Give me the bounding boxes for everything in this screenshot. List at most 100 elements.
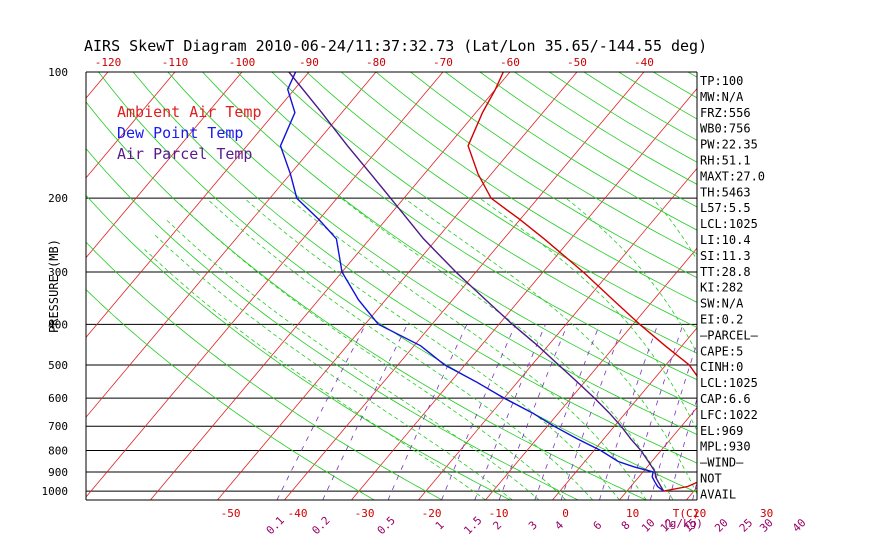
- dry-adiabat-line: [723, 72, 870, 500]
- mixing-ratio-line: [441, 324, 516, 500]
- isotherm-line: [86, 72, 243, 259]
- index-value: MPL:930: [700, 440, 751, 454]
- index-value: —PARCEL—: [700, 328, 759, 342]
- bottom-temp-tick-label: 20: [693, 507, 706, 520]
- mixing-ratio-tick-label: 1.5: [461, 514, 484, 537]
- index-value: LI:10.4: [700, 233, 751, 247]
- index-value: CINH:0: [700, 360, 743, 374]
- top-temp-tick-label: -120: [95, 56, 122, 69]
- index-value: SW:N/A: [700, 297, 744, 311]
- index-value: PW:22.35: [700, 138, 758, 152]
- mixing-ratio-line: [627, 324, 684, 500]
- mixing-ratio-unit-label: (g/kg): [663, 517, 703, 530]
- bottom-temp-tick-label: -40: [288, 507, 308, 520]
- dry-adiabat-line: [86, 241, 443, 500]
- mixing-ratio-line: [649, 341, 697, 500]
- mixing-ratio-tick-label: 8: [619, 519, 633, 533]
- mixing-ratio-tick-label: 0.2: [309, 514, 332, 537]
- bottom-temp-tick-label: 0: [562, 507, 569, 520]
- top-temp-tick-label: -100: [229, 56, 256, 69]
- chart-legend: Ambient Air Temp Dew Point Temp Air Parcel…: [117, 103, 262, 163]
- bottom-temp-tick-label: -50: [221, 507, 241, 520]
- moist-adiabat-line: [340, 197, 674, 500]
- moist-adiabat-line: [206, 197, 593, 500]
- isotherm-line: [217, 72, 578, 500]
- isotherm-line: [552, 327, 697, 500]
- dry-adiabat-line: [271, 72, 697, 354]
- top-temp-tick-label: -50: [567, 56, 587, 69]
- index-value: TP:100: [700, 74, 743, 88]
- y-axis-label: PRESSURE (MB): [47, 239, 61, 333]
- mixing-ratio-line: [322, 324, 408, 500]
- index-value: AVAIL: [700, 487, 736, 501]
- isotherm-line: [86, 72, 310, 339]
- index-value: —WIND—: [700, 456, 744, 470]
- mixing-ratio-line: [560, 324, 624, 500]
- dry-adiabat-line: [340, 72, 697, 303]
- mixing-ratio-tick-label: 0.1: [264, 514, 287, 537]
- indices-panel: TP:100 MW:N/A FRZ:556 WB0:756 PW:22.35 RH:51.…: [700, 74, 765, 501]
- mixing-ratio-tick-label: 3: [526, 519, 540, 533]
- mixing-ratio-tick-label: 10: [639, 516, 658, 535]
- index-value: EL:969: [700, 424, 743, 438]
- pressure-tick-label: 800: [48, 445, 68, 458]
- mixing-ratio-tick-label: 25: [737, 516, 756, 535]
- dry-adiabat-line: [86, 148, 579, 500]
- pressure-tick-label: 500: [48, 359, 68, 372]
- index-value: EI:0.2: [700, 313, 743, 327]
- isotherm-line: [86, 72, 377, 418]
- series-line: [288, 72, 665, 492]
- pressure-tick-label: 100: [48, 66, 68, 79]
- dry-adiabat-line: [653, 72, 697, 99]
- index-value: FRZ:556: [700, 106, 751, 120]
- dry-adiabat-line: [86, 289, 375, 500]
- chart-title: AIRS SkewT Diagram 2010-06-24/11:37:32.7…: [84, 37, 707, 55]
- mixing-ratio-line: [769, 324, 809, 500]
- series-layer: [279, 72, 697, 492]
- dry-adiabat-line: [792, 72, 870, 500]
- moist-adiabat-line: [404, 197, 697, 495]
- dry-adiabat-line: [86, 101, 647, 500]
- dry-adiabat-line: [410, 72, 697, 255]
- moist-adiabat-line: [244, 197, 620, 500]
- index-value: KI:282: [700, 281, 743, 295]
- bottom-temp-tick-label: -30: [355, 507, 375, 520]
- dry-adiabat-line: [618, 72, 697, 120]
- index-value: TT:28.8: [700, 265, 751, 279]
- moist-adiabat-line: [565, 197, 697, 355]
- mixing-ratio-line: [276, 324, 367, 500]
- bottom-temp-tick-label: 30: [760, 507, 773, 520]
- isotherm-line: [86, 72, 176, 179]
- moist-adiabat-line: [154, 234, 513, 500]
- top-temp-tick-label: -40: [634, 56, 654, 69]
- dry-adiabat-line: [479, 72, 697, 208]
- index-value: TH:5463: [700, 185, 751, 199]
- isotherm-line: [0, 72, 41, 500]
- pressure-tick-label: 300: [48, 266, 68, 279]
- moist-adiabat-line: [165, 219, 540, 500]
- legend-entry: Air Parcel Temp: [117, 145, 252, 163]
- temp-unit-label: T(C): [673, 507, 700, 520]
- pressure-tick-label: 1000: [42, 485, 69, 498]
- index-value: RH:51.1: [700, 154, 751, 168]
- dry-adiabat-line: [86, 194, 511, 500]
- isotherm-line: [820, 72, 870, 500]
- mixing-ratio-tick-label: 20: [712, 516, 731, 535]
- pressure-tick-label: 200: [48, 192, 68, 205]
- index-value: LCL:1025: [700, 376, 758, 390]
- mixing-ratio-line: [474, 324, 546, 500]
- mixing-ratio-tick-label: 4: [552, 518, 566, 532]
- index-value: SI:11.3: [700, 249, 751, 263]
- mixing-ratio-tick-label: 0.5: [375, 514, 398, 537]
- mixing-ratio-line: [387, 324, 468, 500]
- top-temp-tick-label: -80: [366, 56, 386, 69]
- bottom-temp-tick-label: 10: [626, 507, 639, 520]
- mixing-ratio-line: [599, 324, 659, 500]
- mixing-ratio-line: [498, 324, 568, 500]
- isotherm-line: [753, 72, 870, 500]
- series-line: [467, 72, 697, 492]
- index-value: WB0:756: [700, 122, 751, 136]
- isotherm-line: [86, 72, 444, 498]
